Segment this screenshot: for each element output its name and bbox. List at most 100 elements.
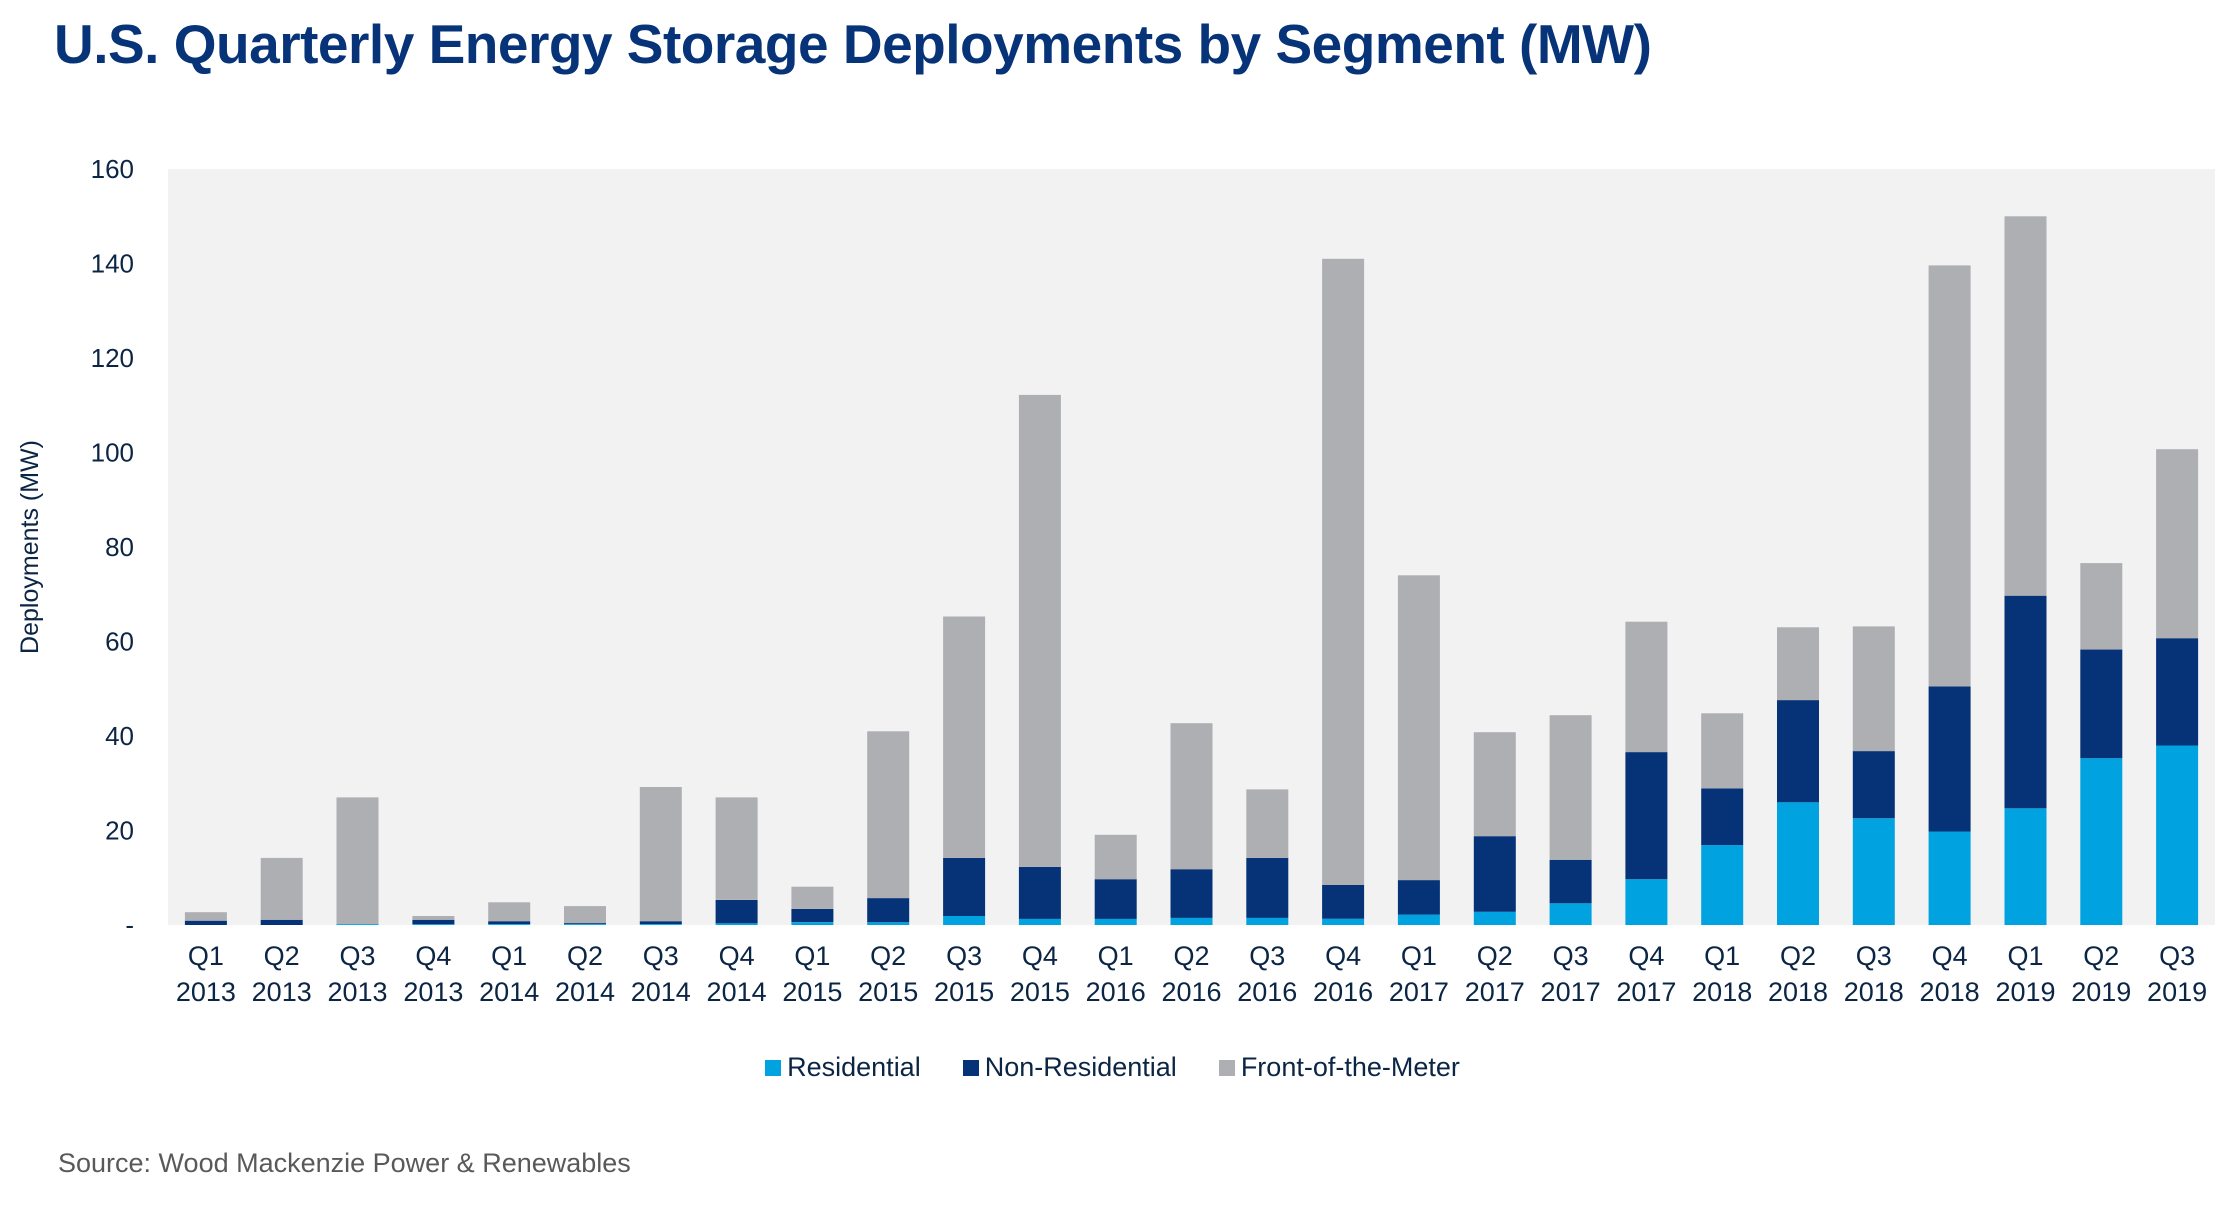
x-tick-year: 2019: [1995, 977, 2055, 1007]
x-axis-ticks: Q1 2013 Q2 2013 Q3 2013 Q4 2013 Q1 2014 Q2 2014 Q3 20…: [176, 941, 2207, 1007]
y-tick-label: 60: [105, 627, 134, 657]
x-tick-quarter: Q3: [2159, 941, 2195, 971]
y-tick-label: 20: [105, 816, 134, 846]
x-tick-quarter: Q1: [1704, 941, 1740, 971]
bar-residential-q2-2018: [1777, 802, 1819, 925]
bar-non-residential-q3-2018: [1852, 751, 1895, 819]
x-tick-year: 2015: [782, 977, 842, 1007]
y-tick-label: 160: [91, 154, 134, 184]
bar-residential-q1-2014: [488, 924, 531, 925]
legend-swatch-front-of-the-meter: [1218, 1059, 1235, 1076]
x-tick-quarter: Q1: [1401, 941, 1437, 971]
bar-front-of-the-meter-q3-2015: [943, 616, 986, 858]
bar-front-of-the-meter-q2-2016: [1170, 723, 1213, 870]
x-tick-quarter: Q2: [1173, 941, 1209, 971]
bar-front-of-the-meter-q4-2017: [1625, 621, 1668, 753]
legend-item-non-residential[interactable]: Non-Residential: [962, 1052, 1177, 1083]
y-axis-ticks: - 20 40 60 80 100 120 140 160: [91, 154, 134, 940]
x-tick-year: 2017: [1616, 977, 1676, 1007]
x-tick-quarter: Q3: [339, 941, 375, 971]
x-tick-year: 2017: [1389, 977, 1449, 1007]
bar-residential-q2-2014: [564, 924, 606, 925]
bar-non-residential-q2-2019: [2080, 649, 2123, 759]
bar-front-of-the-meter-q1-2013: [184, 912, 227, 921]
bar-residential-q2-2019: [2080, 758, 2123, 925]
bar-front-of-the-meter-q4-2015: [1018, 394, 1061, 867]
bar-residential-q3-2015: [943, 916, 986, 925]
x-tick-year: 2014: [555, 977, 615, 1007]
x-tick-quarter: Q4: [1022, 941, 1058, 971]
x-tick-year: 2018: [1844, 977, 1904, 1007]
legend-item-residential[interactable]: Residential: [765, 1052, 921, 1083]
bar-front-of-the-meter-q4-2013: [412, 916, 455, 920]
bar-residential-q4-2014: [715, 923, 758, 925]
bar-non-residential-q1-2017: [1397, 880, 1440, 915]
bar-residential-q4-2018: [1928, 831, 1971, 925]
x-tick-year: 2017: [1541, 977, 1601, 1007]
bar-non-residential-q4-2014: [715, 900, 758, 924]
bar-front-of-the-meter-q3-2013: [336, 797, 379, 924]
chart-title: U.S. Quarterly Energy Storage Deployment…: [54, 13, 1652, 75]
bar-non-residential-q1-2018: [1701, 788, 1744, 846]
legend-label: Non-Residential: [984, 1052, 1177, 1082]
x-tick-quarter: Q4: [1325, 941, 1361, 971]
y-tick-label: 100: [91, 438, 134, 468]
x-tick-quarter: Q1: [2007, 941, 2043, 971]
x-tick-year: 2017: [1465, 977, 1525, 1007]
legend: Residential Non-Residential Front-of-the…: [0, 1052, 2225, 1083]
x-tick-year: 2019: [2147, 977, 2207, 1007]
x-tick-quarter: Q4: [719, 941, 755, 971]
x-tick-quarter: Q3: [1856, 941, 1892, 971]
bar-non-residential-q3-2014: [639, 921, 682, 924]
x-tick-quarter: Q3: [946, 941, 982, 971]
bar-front-of-the-meter-q2-2019: [2080, 563, 2123, 650]
x-tick-year: 2013: [403, 977, 463, 1007]
bar-front-of-the-meter-q3-2016: [1246, 789, 1289, 858]
bar-front-of-the-meter-q3-2014: [639, 787, 682, 922]
legend-item-front-of-the-meter[interactable]: Front-of-the-Meter: [1218, 1052, 1460, 1083]
y-tick-label: -: [125, 910, 134, 940]
bar-residential-q1-2017: [1397, 914, 1440, 925]
bar-non-residential-q1-2016: [1094, 879, 1137, 919]
bar-front-of-the-meter-q4-2016: [1322, 258, 1365, 885]
x-tick-year: 2016: [1237, 977, 1297, 1007]
bar-front-of-the-meter-q4-2018: [1928, 265, 1971, 687]
x-tick-quarter: Q1: [188, 941, 224, 971]
bar-residential-q4-2017: [1625, 879, 1668, 925]
bar-residential-q3-2016: [1246, 917, 1289, 925]
x-tick-year: 2015: [1010, 977, 1070, 1007]
x-tick-year: 2016: [1313, 977, 1373, 1007]
x-tick-quarter: Q2: [870, 941, 906, 971]
bar-non-residential-q2-2017: [1473, 836, 1516, 912]
bar-non-residential-q1-2019: [2004, 595, 2047, 809]
bar-residential-q3-2019: [2156, 745, 2199, 925]
x-tick-quarter: Q3: [1249, 941, 1285, 971]
x-tick-year: 2019: [2071, 977, 2131, 1007]
x-tick-year: 2013: [252, 977, 312, 1007]
y-tick-label: 80: [105, 532, 134, 562]
bar-non-residential-q3-2015: [943, 857, 986, 916]
bar-non-residential-q3-2017: [1549, 859, 1592, 904]
bar-residential-q3-2018: [1852, 818, 1895, 925]
bar-non-residential-q3-2019: [2156, 638, 2199, 746]
x-tick-quarter: Q3: [1553, 941, 1589, 971]
bar-non-residential-q4-2016: [1322, 884, 1365, 919]
bar-non-residential-q2-2016: [1170, 869, 1213, 918]
bar-front-of-the-meter-q2-2015: [867, 731, 910, 899]
bar-non-residential-q4-2015: [1018, 866, 1061, 919]
x-tick-year: 2014: [707, 977, 767, 1007]
x-tick-year: 2016: [1086, 977, 1146, 1007]
x-tick-quarter: Q1: [794, 941, 830, 971]
bar-residential-q3-2013: [336, 924, 379, 925]
bar-residential-q1-2015: [791, 922, 834, 925]
bar-front-of-the-meter-q1-2017: [1397, 575, 1440, 881]
legend-label: Residential: [787, 1052, 921, 1082]
bar-non-residential-q1-2013: [184, 920, 227, 925]
x-tick-quarter: Q4: [1628, 941, 1664, 971]
y-axis-label: Deployments (MW): [16, 440, 44, 654]
bar-front-of-the-meter-q1-2015: [791, 886, 834, 909]
bar-non-residential-q4-2018: [1928, 686, 1971, 832]
x-tick-year: 2013: [327, 977, 387, 1007]
bar-residential-q4-2015: [1018, 918, 1061, 925]
y-tick-label: 140: [91, 249, 134, 279]
